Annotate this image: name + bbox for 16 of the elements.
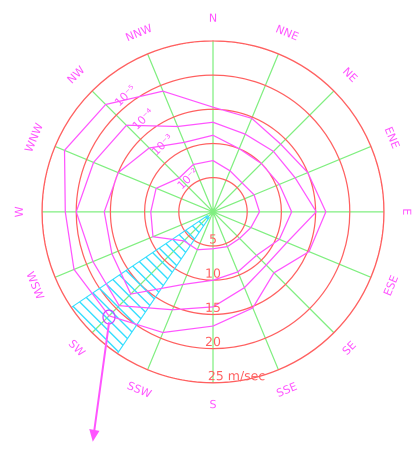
spoke-label: SSE — [276, 382, 298, 398]
spoke-label: SW — [68, 338, 86, 357]
spoke-label: W — [14, 206, 23, 217]
spoke-label: WSW — [26, 270, 45, 300]
spoke-label: S — [210, 400, 216, 408]
spoke-label: NNE — [276, 24, 300, 40]
spoke-label: SSW — [126, 381, 152, 398]
spoke-label: NW — [66, 65, 86, 84]
spoke-label: SE — [342, 340, 356, 356]
spoke-label: ENE — [384, 126, 400, 149]
spoke-label: NNW — [125, 24, 153, 42]
spoke-label: NE — [342, 67, 358, 82]
spoke-label: E — [403, 209, 412, 215]
spoke-label: WNW — [24, 122, 43, 153]
spoke-label: N — [210, 14, 216, 22]
spoke-label: ESE — [383, 274, 398, 296]
